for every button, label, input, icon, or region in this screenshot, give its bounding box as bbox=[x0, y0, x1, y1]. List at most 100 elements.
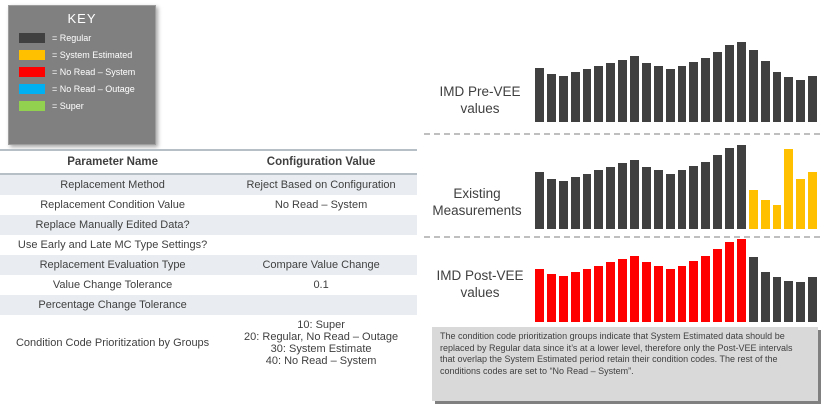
bar bbox=[772, 277, 782, 322]
bar bbox=[546, 74, 556, 122]
bar bbox=[535, 171, 544, 229]
bar bbox=[665, 173, 675, 229]
legend-swatch bbox=[19, 33, 45, 43]
bar bbox=[630, 160, 639, 229]
config-table-header-row: Parameter Name Configuration Value bbox=[0, 149, 417, 175]
legend-label: = No Read – Outage bbox=[52, 84, 135, 94]
bar bbox=[748, 50, 758, 122]
parameter-name-cell: Percentage Change Tolerance bbox=[38, 299, 187, 311]
bar-chart-post-vee bbox=[535, 239, 817, 322]
bar bbox=[653, 265, 663, 322]
legend-item: = Regular bbox=[9, 29, 155, 46]
parameter-name-cell: Replacement Condition Value bbox=[40, 199, 185, 211]
legend-swatch bbox=[19, 101, 45, 111]
bar bbox=[665, 69, 675, 122]
bar bbox=[665, 268, 675, 322]
bar bbox=[689, 166, 699, 229]
bar bbox=[641, 262, 651, 322]
bar bbox=[748, 257, 758, 322]
bar bbox=[748, 190, 758, 229]
parameter-name-cell: Value Change Tolerance bbox=[52, 279, 173, 291]
bar bbox=[808, 75, 817, 122]
table-row: Replace Manually Edited Data? bbox=[0, 215, 417, 235]
dashed-separator-top bbox=[424, 133, 820, 135]
bar bbox=[808, 171, 817, 229]
table-row: Condition Code Prioritization by Groups 1… bbox=[0, 315, 417, 371]
legend-title: KEY bbox=[67, 11, 97, 26]
bar bbox=[618, 59, 627, 122]
bar bbox=[784, 280, 794, 322]
legend-label: = Super bbox=[52, 101, 84, 111]
bar bbox=[713, 155, 722, 229]
legend-label: = System Estimated bbox=[52, 50, 133, 60]
bar bbox=[784, 77, 794, 122]
dashed-separator-bottom bbox=[424, 236, 820, 238]
legend-key-box: KEY = Regular = System Estimated = No Read… bbox=[8, 5, 156, 145]
bar bbox=[606, 262, 616, 322]
bar bbox=[725, 242, 734, 322]
bar bbox=[582, 69, 592, 122]
configuration-value-cell: 10: Super 20: Regular, No Read – Outage … bbox=[244, 319, 399, 367]
chart-label-post-vee: IMD Post-VEE values bbox=[436, 268, 524, 300]
bar bbox=[772, 72, 782, 122]
bar bbox=[701, 255, 711, 322]
bar bbox=[736, 145, 746, 229]
bar bbox=[760, 199, 770, 229]
chart-label-pre-vee: IMD Pre-VEE values bbox=[439, 84, 521, 116]
bar bbox=[784, 149, 794, 229]
configuration-value-cell bbox=[225, 295, 417, 315]
table-row: Replacement Evaluation Type Compare Value… bbox=[0, 255, 417, 275]
column-header-configuration-value: Configuration Value bbox=[225, 149, 417, 175]
config-table: Parameter Name Configuration Value Repla… bbox=[0, 149, 417, 371]
bar bbox=[535, 268, 544, 322]
legend-label: = No Read – System bbox=[52, 67, 136, 77]
bar bbox=[570, 72, 580, 122]
bar bbox=[796, 178, 806, 229]
bar bbox=[701, 58, 711, 122]
bar bbox=[772, 205, 782, 229]
configuration-value-cell: 0.1 bbox=[313, 279, 329, 291]
table-row: Value Change Tolerance 0.1 bbox=[0, 275, 417, 295]
legend-item: = Super bbox=[9, 97, 155, 114]
bar bbox=[594, 170, 604, 229]
legend-swatch bbox=[19, 50, 45, 60]
bar bbox=[630, 255, 639, 322]
bar bbox=[725, 148, 734, 229]
bar bbox=[535, 67, 544, 122]
bar bbox=[796, 79, 806, 122]
bar bbox=[808, 277, 817, 322]
bar bbox=[618, 163, 627, 229]
bar bbox=[570, 272, 580, 322]
table-row: Replacement Condition Value No Read – Sys… bbox=[0, 195, 417, 215]
table-row: Percentage Change Tolerance bbox=[0, 295, 417, 315]
bar bbox=[606, 62, 616, 122]
chart-label-existing: Existing Measurements bbox=[432, 186, 522, 218]
bar bbox=[760, 272, 770, 322]
config-table-body: Replacement Method Reject Based on Config… bbox=[0, 174, 417, 371]
bar bbox=[594, 66, 604, 122]
bar bbox=[701, 161, 711, 229]
bar bbox=[653, 170, 663, 229]
condition-code-callout: The condition code prioritization groups… bbox=[432, 327, 818, 401]
table-row: Replacement Method Reject Based on Config… bbox=[0, 174, 417, 195]
bar bbox=[558, 276, 568, 322]
bar bbox=[570, 176, 580, 229]
bar bbox=[736, 42, 746, 122]
bar bbox=[677, 66, 687, 122]
parameter-name-cell: Replacement Method bbox=[60, 179, 165, 191]
parameter-name-cell: Replace Manually Edited Data? bbox=[35, 219, 190, 231]
bar bbox=[713, 51, 722, 122]
configuration-value-cell bbox=[225, 215, 417, 235]
bar-chart-pre-vee bbox=[535, 42, 817, 122]
bar bbox=[713, 248, 722, 322]
legend-items: = Regular = System Estimated = No Read – S… bbox=[9, 29, 155, 114]
legend-item: = No Read – Outage bbox=[9, 80, 155, 97]
legend-item: = System Estimated bbox=[9, 46, 155, 63]
configuration-value-cell: Reject Based on Configuration bbox=[246, 179, 396, 191]
bar bbox=[725, 45, 734, 122]
legend-label: = Regular bbox=[52, 33, 92, 43]
bar bbox=[677, 265, 687, 322]
bar bbox=[677, 170, 687, 229]
column-header-parameter-name: Parameter Name bbox=[0, 149, 226, 175]
bar bbox=[689, 260, 699, 322]
